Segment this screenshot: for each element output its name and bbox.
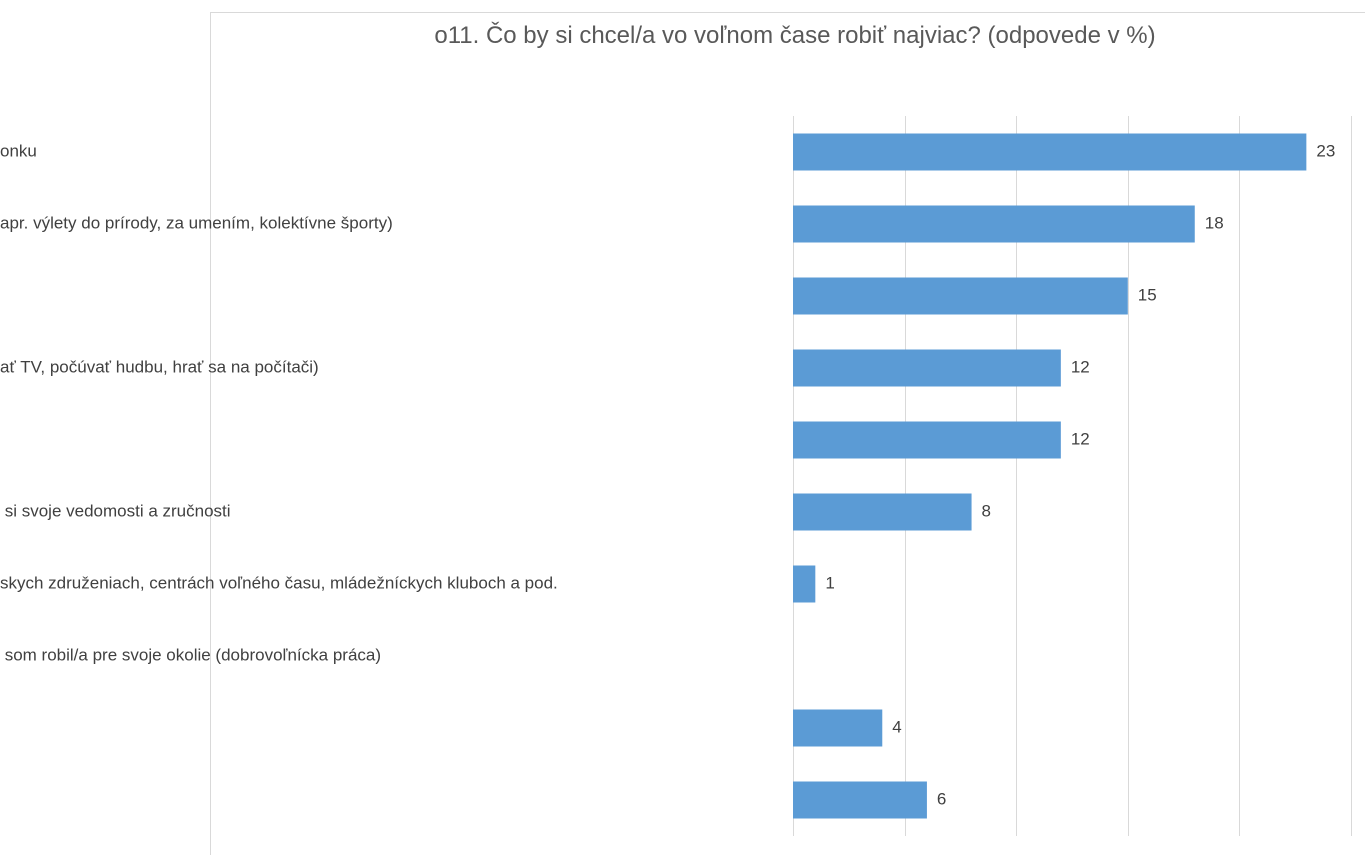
- bar: [793, 421, 1061, 459]
- data-label: 23: [1316, 141, 1335, 160]
- category-label: som robil/a pre svoje okolie (dobrovoľní…: [0, 645, 381, 664]
- category-label: ať TV, počúvať hudbu, hrať sa na počítač…: [0, 357, 319, 376]
- category-label: apr. výlety do prírody, za umením, kolek…: [0, 213, 393, 232]
- data-label: 18: [1205, 213, 1224, 232]
- bar: [793, 277, 1128, 315]
- bar: [793, 781, 927, 819]
- data-label: 12: [1071, 429, 1090, 448]
- data-label: 4: [892, 717, 901, 736]
- bar: [793, 133, 1307, 171]
- bar: [793, 205, 1195, 243]
- chart-title: o11. Čo by si chcel/a vo voľnom čase rob…: [434, 22, 1156, 49]
- data-label: 12: [1071, 357, 1090, 376]
- category-label: onku: [0, 141, 37, 160]
- bar: [793, 565, 816, 603]
- data-label: 6: [937, 789, 946, 808]
- data-label: 8: [982, 501, 991, 520]
- category-label: skych združeniach, centrách voľného času…: [0, 573, 558, 592]
- category-label: si svoje vedomosti a zručnosti: [0, 501, 231, 520]
- data-label: 15: [1138, 285, 1157, 304]
- data-label: 1: [825, 573, 834, 592]
- bar: [793, 709, 883, 747]
- bar: [793, 349, 1061, 387]
- bar: [793, 493, 972, 531]
